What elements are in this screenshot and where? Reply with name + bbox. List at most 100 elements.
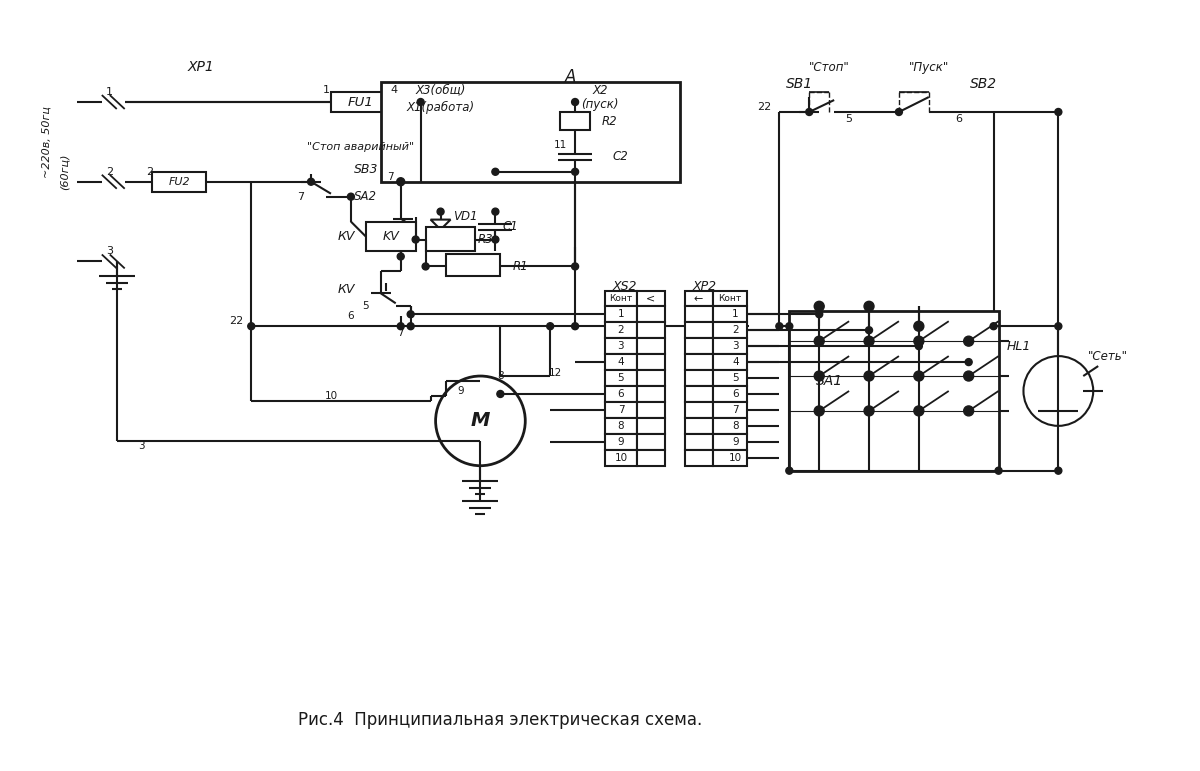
Bar [637, 402, 665, 418]
Text: КV: КV [337, 230, 355, 243]
Circle shape [1024, 356, 1093, 426]
Circle shape [571, 99, 578, 106]
Text: 3: 3 [107, 247, 113, 257]
Circle shape [307, 178, 314, 185]
Bar [637, 322, 665, 338]
Text: SB1: SB1 [786, 77, 812, 91]
Text: (пуск): (пуск) [581, 97, 619, 110]
Circle shape [990, 323, 997, 330]
Text: HL1: HL1 [1007, 340, 1031, 352]
Text: ←: ← [694, 294, 703, 304]
Text: 1: 1 [732, 309, 739, 319]
Bar [605, 322, 637, 338]
Text: 5: 5 [846, 114, 852, 124]
Circle shape [247, 323, 254, 330]
Bar [685, 434, 713, 449]
Text: "Пуск": "Пуск" [908, 61, 949, 74]
Bar [637, 338, 665, 354]
Bar [331, 92, 391, 112]
Bar [366, 221, 415, 251]
Text: 6: 6 [618, 389, 624, 399]
Text: Рис.4  Принципиальная электрическая схема.: Рис.4 Принципиальная электрическая схема… [299, 711, 702, 729]
Circle shape [547, 323, 553, 330]
Text: Х2: Х2 [593, 83, 607, 96]
Bar [713, 322, 748, 338]
Circle shape [815, 406, 824, 416]
Text: 6: 6 [732, 389, 739, 399]
Text: 10: 10 [614, 453, 628, 463]
Bar [605, 306, 637, 322]
Circle shape [916, 342, 923, 349]
Bar [713, 354, 748, 370]
Text: R3: R3 [478, 233, 493, 246]
Text: 5: 5 [732, 373, 739, 383]
Text: SA2: SA2 [354, 190, 377, 204]
Text: 5: 5 [362, 301, 370, 311]
Bar [685, 370, 713, 386]
Text: 22: 22 [757, 102, 772, 112]
Circle shape [964, 371, 973, 381]
Text: 1: 1 [107, 87, 113, 97]
Circle shape [497, 390, 504, 398]
Bar [637, 291, 665, 306]
Circle shape [914, 406, 924, 416]
Bar [713, 386, 748, 402]
Bar [637, 434, 665, 449]
Bar [605, 338, 637, 354]
Circle shape [1055, 109, 1062, 116]
Text: 22: 22 [229, 316, 244, 326]
Circle shape [995, 467, 1002, 474]
Circle shape [895, 109, 902, 116]
Bar [637, 386, 665, 402]
Circle shape [1055, 467, 1062, 474]
Text: "Стоп": "Стоп" [809, 61, 850, 74]
Bar [685, 386, 713, 402]
Bar [713, 291, 748, 306]
Circle shape [864, 406, 874, 416]
Text: 7: 7 [618, 405, 624, 415]
Bar [151, 172, 206, 192]
Text: 1: 1 [618, 309, 624, 319]
Bar [605, 434, 637, 449]
Bar [637, 418, 665, 434]
Text: 2: 2 [732, 325, 739, 335]
Circle shape [805, 109, 812, 116]
Circle shape [418, 99, 424, 106]
Bar [605, 291, 637, 306]
Circle shape [407, 323, 414, 330]
Text: 4: 4 [618, 357, 624, 367]
Text: 2: 2 [146, 167, 154, 177]
Bar [685, 449, 713, 466]
Text: 3: 3 [138, 441, 145, 451]
Text: ~220в, 50гц: ~220в, 50гц [42, 106, 52, 178]
Circle shape [786, 323, 793, 330]
Circle shape [412, 236, 419, 243]
Bar [560, 112, 590, 130]
Circle shape [815, 336, 824, 346]
Text: 2: 2 [107, 167, 113, 177]
Circle shape [815, 371, 824, 381]
Circle shape [865, 327, 872, 334]
Bar [713, 338, 748, 354]
Bar [380, 82, 679, 182]
Text: 7: 7 [298, 192, 305, 202]
Circle shape [436, 376, 526, 466]
Bar [605, 418, 637, 434]
Polygon shape [1038, 371, 1079, 411]
Bar [605, 402, 637, 418]
Circle shape [816, 311, 823, 318]
Text: 9: 9 [618, 437, 624, 447]
Bar [685, 418, 713, 434]
Text: 5: 5 [618, 373, 624, 383]
Text: 10: 10 [324, 391, 337, 401]
Text: А: А [564, 68, 576, 86]
Text: 8: 8 [618, 421, 624, 431]
Bar [685, 354, 713, 370]
Circle shape [571, 168, 578, 175]
Circle shape [492, 208, 499, 215]
Text: 7: 7 [397, 328, 404, 338]
Circle shape [348, 194, 354, 200]
Circle shape [964, 406, 973, 416]
Circle shape [914, 336, 924, 346]
Text: R2: R2 [602, 116, 618, 129]
